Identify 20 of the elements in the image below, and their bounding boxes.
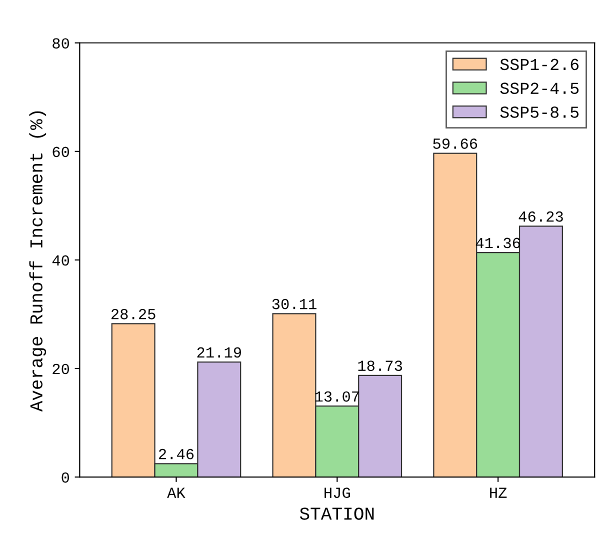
data-label: 59.66: [433, 138, 478, 149]
data-label: 2.46: [158, 448, 194, 460]
y-tick-label: 0: [62, 472, 70, 483]
legend-label: SSP1-2.6: [500, 58, 579, 70]
y-tick-label: 40: [52, 255, 70, 266]
data-label: 28.25: [111, 308, 156, 320]
data-label: 46.23: [518, 211, 563, 222]
x-axis-title: STATION: [300, 508, 374, 520]
y-tick-label: 60: [52, 146, 70, 158]
y-axis-title: Average Runoff Increment (%): [29, 111, 46, 412]
legend-label: SSP5-8.5: [500, 106, 579, 118]
y-tick-label: 20: [52, 364, 70, 374]
x-tick-label: HJG: [324, 488, 350, 498]
data-label: 30.11: [272, 298, 316, 310]
data-label: 18.73: [358, 360, 402, 371]
x-tick-label: HZ: [490, 488, 507, 498]
legend-label: SSP2-4.5: [500, 82, 579, 94]
x-tick-label: AK: [167, 488, 186, 498]
y-tick-label: 80: [52, 38, 70, 49]
data-label: 21.19: [197, 347, 242, 358]
